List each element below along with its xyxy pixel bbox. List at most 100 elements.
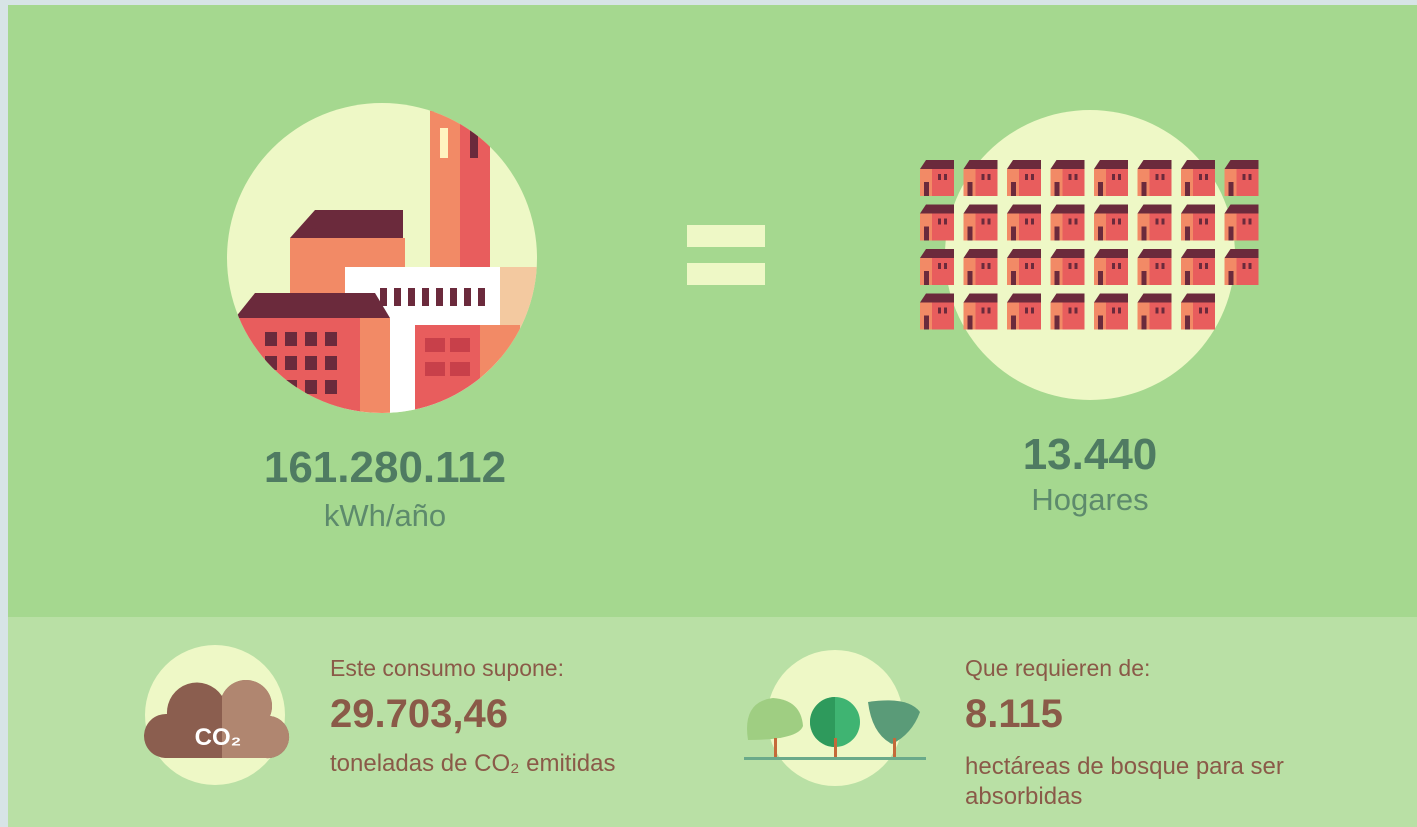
house-part <box>1106 169 1128 196</box>
house-part <box>1019 169 1041 196</box>
house-part <box>1150 258 1172 285</box>
house-part <box>1243 174 1246 180</box>
house-part <box>1162 174 1165 180</box>
illustrations: CO₂ <box>0 0 1417 827</box>
house-part <box>1069 263 1072 269</box>
house-part <box>1162 308 1165 314</box>
house-part <box>976 258 998 285</box>
house-part <box>976 303 998 330</box>
house-part <box>920 205 954 214</box>
house-part <box>1185 316 1190 330</box>
house-part <box>1193 169 1215 196</box>
house-part <box>1193 258 1215 285</box>
house-part <box>1199 308 1202 314</box>
house-part <box>1162 263 1165 269</box>
house-part <box>1237 169 1259 196</box>
house-part <box>1185 182 1190 196</box>
house-part <box>1075 263 1078 269</box>
page: CO₂ 161.280.112 kWh/año 13.440 Hogares E… <box>0 0 1417 827</box>
house-part <box>920 249 954 258</box>
house-part <box>1031 263 1034 269</box>
house-part <box>1011 227 1016 241</box>
house-part <box>1118 308 1121 314</box>
house-part <box>1193 214 1215 241</box>
house-part <box>1150 214 1172 241</box>
house-part <box>1156 263 1159 269</box>
house-part <box>1069 308 1072 314</box>
house-part <box>1225 205 1259 214</box>
house-part <box>982 263 985 269</box>
house-part <box>968 227 973 241</box>
house-part <box>968 316 973 330</box>
house-part <box>1063 169 1085 196</box>
house-part <box>1156 308 1159 314</box>
house-part <box>1011 182 1016 196</box>
house-part <box>1249 174 1252 180</box>
house-part <box>976 214 998 241</box>
house-part <box>1025 308 1028 314</box>
house-part <box>1249 263 1252 269</box>
house-part <box>1075 219 1078 225</box>
house-part <box>932 169 954 196</box>
house-part <box>924 316 929 330</box>
house-part <box>1031 308 1034 314</box>
house-part <box>1142 182 1147 196</box>
house-part <box>988 219 991 225</box>
cloud-label: CO₂ <box>195 724 242 751</box>
house-part <box>1055 227 1060 241</box>
house-part <box>1025 174 1028 180</box>
house-part <box>944 263 947 269</box>
house-part <box>1185 227 1190 241</box>
homes-unit: Hogares <box>890 482 1290 518</box>
house-part <box>1025 219 1028 225</box>
house-part <box>944 219 947 225</box>
house-part <box>1142 271 1147 285</box>
emissions-intro: Este consumo supone: <box>330 655 564 682</box>
house-part <box>938 263 941 269</box>
house-part <box>1205 174 1208 180</box>
house-part <box>920 294 954 303</box>
house-part <box>1237 214 1259 241</box>
house-part <box>1205 263 1208 269</box>
house-part <box>1185 271 1190 285</box>
house-part <box>1156 174 1159 180</box>
house-part <box>1055 316 1060 330</box>
house-part <box>1098 227 1103 241</box>
house-part <box>932 214 954 241</box>
house-part <box>1069 174 1072 180</box>
house-part <box>1055 271 1060 285</box>
house-part <box>964 160 998 169</box>
trees-icon <box>744 697 926 760</box>
house-part <box>1019 258 1041 285</box>
house-part <box>1118 219 1121 225</box>
house-part <box>1249 219 1252 225</box>
house-part <box>1229 182 1234 196</box>
house-part <box>1106 303 1128 330</box>
house-part <box>1142 316 1147 330</box>
house-part <box>1229 227 1234 241</box>
energy-unit: kWh/año <box>185 498 585 534</box>
house-part <box>924 182 929 196</box>
house-part <box>1075 308 1078 314</box>
house-part <box>976 169 998 196</box>
house-part <box>1055 182 1060 196</box>
house-part <box>1031 219 1034 225</box>
forest-value: 8.115 <box>965 692 1063 737</box>
forest-intro: Que requieren de: <box>965 655 1150 682</box>
house-part <box>968 271 973 285</box>
house-part <box>1011 271 1016 285</box>
house-part <box>1243 263 1246 269</box>
house-part <box>988 174 991 180</box>
house-part <box>1063 258 1085 285</box>
house-part <box>988 263 991 269</box>
house-part <box>1031 174 1034 180</box>
house-part <box>1069 219 1072 225</box>
house-part <box>1237 258 1259 285</box>
house-part <box>1025 263 1028 269</box>
house-part <box>982 219 985 225</box>
house-part <box>938 308 941 314</box>
house-part <box>1063 214 1085 241</box>
house-part <box>1162 219 1165 225</box>
house-part <box>1229 271 1234 285</box>
house-part <box>920 160 954 169</box>
